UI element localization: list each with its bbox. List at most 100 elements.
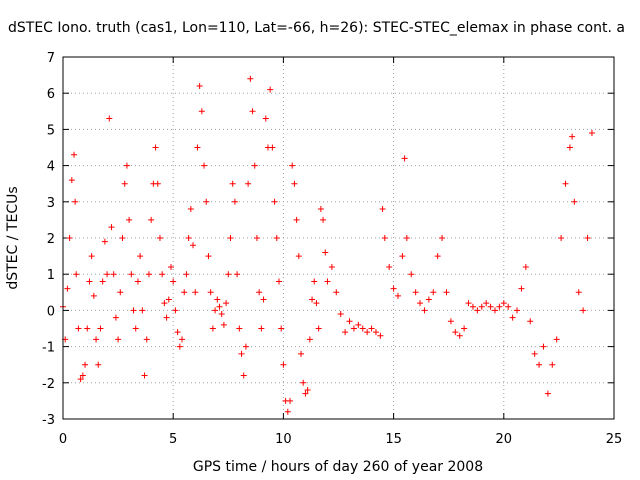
data-point: [527, 318, 534, 325]
plot-frame: [62, 56, 615, 420]
y-tick-label: 5: [47, 123, 55, 138]
data-point: [540, 343, 547, 350]
y-tick-label: 0: [47, 304, 55, 319]
data-point: [90, 292, 97, 299]
data-point: [558, 235, 565, 241]
data-point: [509, 314, 516, 321]
data-point: [192, 289, 199, 296]
data-point: [163, 314, 170, 321]
data-point: [216, 303, 223, 310]
data-point: [119, 235, 126, 241]
data-point: [531, 350, 538, 357]
data-point: [106, 115, 113, 122]
data-point: [355, 321, 362, 328]
data-point: [320, 216, 327, 223]
data-point: [359, 325, 366, 332]
data-point: [66, 235, 73, 241]
data-point: [399, 253, 406, 260]
data-point: [159, 271, 166, 278]
data-point: [417, 300, 424, 307]
data-point: [306, 336, 313, 343]
y-tick-label: -2: [42, 377, 55, 392]
data-point: [483, 300, 490, 307]
data-point: [165, 296, 172, 303]
data-point: [174, 329, 181, 336]
data-point: [143, 336, 150, 343]
data-point: [269, 144, 276, 151]
data-point: [172, 307, 179, 314]
data-point: [68, 177, 75, 184]
data-point: [588, 130, 595, 137]
data-point: [203, 198, 210, 205]
data-point: [247, 75, 254, 82]
data-point: [350, 325, 357, 332]
data-point: [452, 329, 459, 336]
data-point: [553, 336, 560, 343]
data-point: [185, 235, 192, 241]
data-point: [302, 390, 309, 397]
data-point: [260, 296, 267, 303]
data-point: [456, 332, 463, 339]
data-point: [487, 303, 494, 310]
data-point: [141, 372, 148, 379]
data-point: [128, 271, 135, 278]
data-point: [234, 271, 241, 278]
data-point: [403, 235, 410, 241]
data-point: [291, 180, 298, 187]
y-tick-label: 4: [47, 160, 55, 175]
data-point: [201, 162, 208, 169]
data-point: [198, 108, 205, 115]
data-point: [474, 307, 481, 314]
data-point: [461, 325, 468, 332]
data-point: [72, 198, 79, 205]
data-point: [123, 162, 130, 169]
data-point: [408, 271, 415, 278]
data-point: [73, 271, 80, 278]
data-point: [544, 390, 551, 397]
data-point: [104, 271, 111, 278]
data-point: [225, 271, 232, 278]
data-point: [421, 307, 428, 314]
data-point: [108, 224, 115, 231]
data-point: [148, 216, 155, 223]
data-point: [258, 325, 265, 332]
data-point: [381, 235, 388, 241]
data-point: [218, 311, 225, 318]
y-tick-label: 6: [47, 87, 55, 102]
data-point: [390, 285, 397, 292]
data-point: [242, 343, 249, 350]
data-point: [170, 278, 177, 285]
data-point: [386, 263, 393, 270]
data-point: [372, 329, 379, 336]
data-point: [491, 307, 498, 314]
data-point: [214, 296, 221, 303]
data-point: [152, 144, 159, 151]
data-point: [251, 162, 258, 169]
data-point: [95, 361, 102, 368]
data-point: [518, 285, 525, 292]
data-point: [196, 82, 203, 89]
y-tick-label: 7: [47, 51, 55, 66]
data-point: [317, 206, 324, 213]
data-point: [97, 325, 104, 332]
y-tick-label: 3: [47, 196, 55, 211]
data-point: [101, 238, 108, 245]
data-point: [82, 361, 89, 368]
data-point: [337, 311, 344, 318]
data-point: [112, 314, 119, 321]
data-point: [439, 235, 446, 241]
data-point: [207, 289, 214, 296]
data-point: [205, 253, 212, 260]
data-point: [278, 325, 285, 332]
chart-title: dSTEC Iono. truth (cas1, Lon=110, Lat=-6…: [8, 20, 625, 36]
data-point: [309, 296, 316, 303]
tick-layer: 0 5 10 15 20 25 -3 -2 -1 0 1 2 3 4 5 6 7: [42, 51, 622, 447]
data-point: [79, 372, 86, 379]
data-point: [284, 408, 291, 415]
data-point: [64, 285, 71, 292]
y-tick-label: -1: [42, 341, 55, 356]
data-point: [536, 361, 543, 368]
data-point: [322, 249, 329, 256]
data-point: [311, 278, 318, 285]
